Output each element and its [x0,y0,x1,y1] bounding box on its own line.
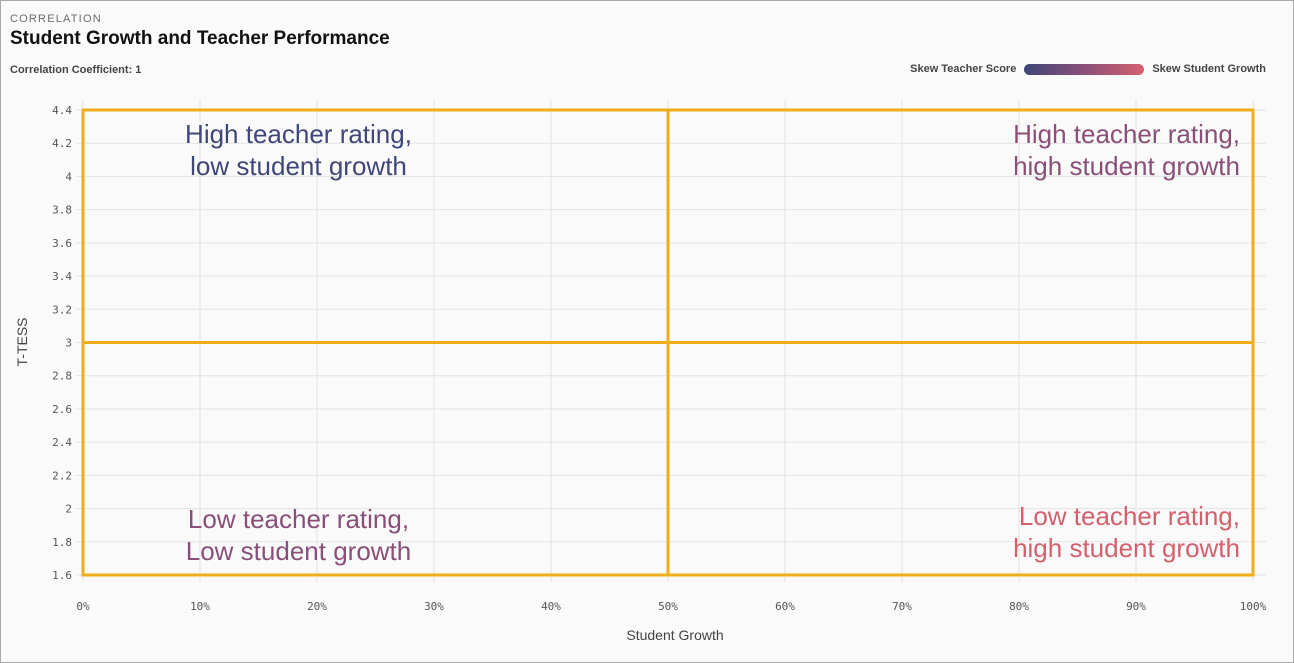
x-tick-label: 0% [76,600,90,613]
quadrant-label-line: High teacher rating, [1013,119,1240,149]
quadrant-label-top-right: High teacher rating, high student growth [1013,119,1240,181]
x-tick-label: 20% [307,600,327,613]
quadrant-label-line: Low teacher rating, [188,504,409,534]
y-tick-label: 2 [65,503,72,516]
y-tick-label: 1.8 [52,536,72,549]
chart-eyebrow: CORRELATION [10,13,102,25]
x-tick-label: 60% [775,600,795,613]
x-tick-label: 50% [658,600,678,613]
quadrant-label-line: low student growth [190,151,407,181]
quadrant-label-line: Low student growth [186,536,411,566]
y-tick-label: 3.2 [52,303,72,316]
x-tick-label: 40% [541,600,561,613]
y-axis-label: T-TESS [14,317,30,366]
y-tick-label: 3 [65,337,72,350]
x-axis-label: Student Growth [626,627,723,643]
y-tick-label: 2.2 [52,469,72,482]
quadrant-label-line: high student growth [1013,533,1240,563]
y-tick-label: 3.6 [52,237,72,250]
color-legend: Skew Teacher Score Skew Student Growth [910,63,1266,75]
quadrant-label-bottom-left: Low teacher rating, Low student growth [186,504,411,566]
legend-gradient-bar [1024,63,1145,75]
x-tick-label: 10% [190,600,210,613]
x-tick-label: 90% [1126,600,1146,613]
x-tick-label: 80% [1009,600,1029,613]
correlation-coefficient: Correlation Coefficient: 1 [10,64,142,76]
x-tick-label: 30% [424,600,444,613]
y-tick-label: 2.8 [52,370,72,383]
legend-right-label: Skew Student Growth [1152,63,1266,75]
x-tick-label: 100% [1240,600,1267,613]
quadrant-label-top-left: High teacher rating, low student growth [185,119,412,181]
quadrant-label-line: High teacher rating, [185,119,412,149]
quadrant-label-bottom-right: Low teacher rating, high student growth [1013,501,1240,563]
y-axis-ticks: 1.6 1.8 2 2.2 2.4 2.6 2.8 3 3.2 3.4 3.6 3.8 4 4.2 4.4 [52,104,72,582]
x-axis-ticks: 0% 10% 20% 30% 40% 50% 60% 70% 80% 90% 100% [76,600,1266,613]
y-tick-label: 2.6 [52,403,72,416]
y-tick-label: 2.4 [52,436,72,449]
quadrant-bottom-right-box [666,341,1255,577]
y-tick-label: 3.4 [52,270,72,283]
quadrant-label-line: Low teacher rating, [1019,501,1240,531]
legend-left-label: Skew Teacher Score [910,63,1017,75]
quadrant-label-line: high student growth [1013,151,1240,181]
y-tick-label: 4.4 [52,104,72,117]
y-tick-label: 1.6 [52,569,72,582]
quadrant-borders [81,108,1255,577]
chart-title: Student Growth and Teacher Performance [10,28,390,49]
y-tick-label: 4 [65,170,72,183]
y-tick-label: 4.2 [52,137,72,150]
x-tick-label: 70% [892,600,912,613]
quadrant-labels: High teacher rating, low student growthHi… [185,119,1240,566]
y-tick-label: 3.8 [52,204,72,217]
